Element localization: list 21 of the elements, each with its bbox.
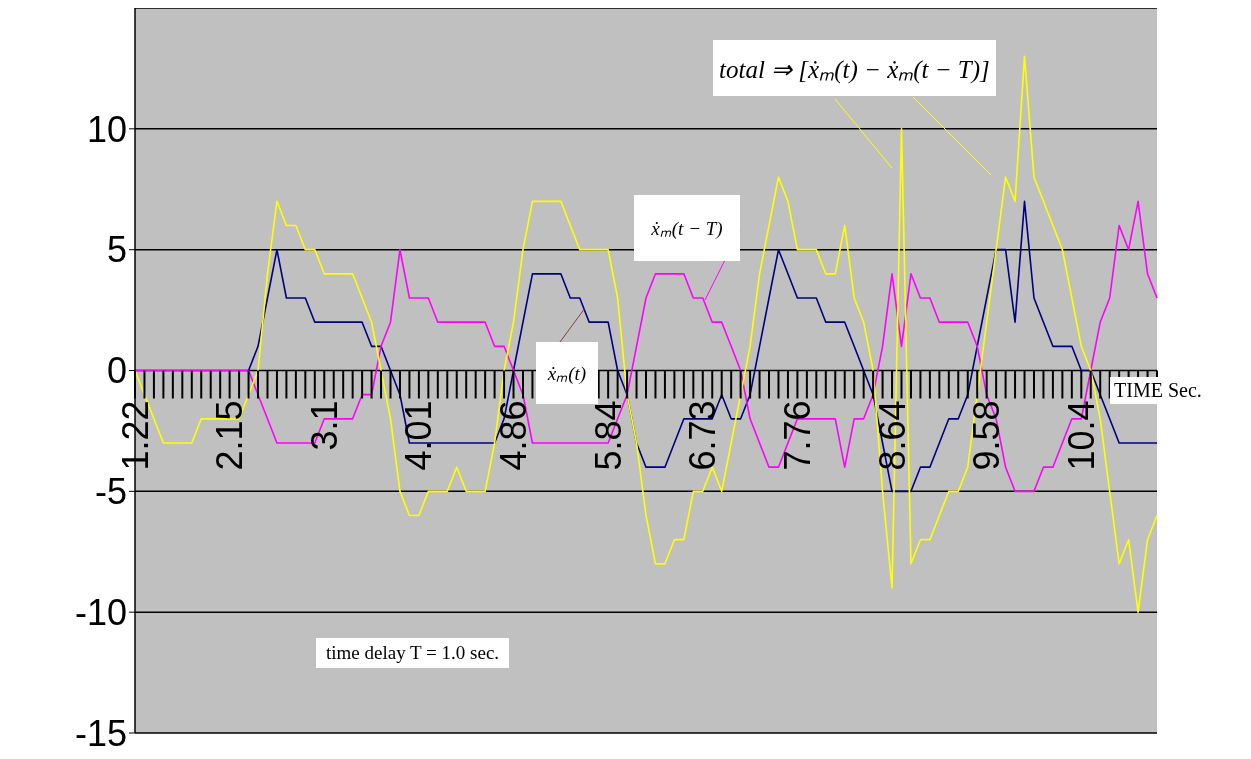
y-tick-label: -15 xyxy=(74,712,127,754)
x-tick-label: 8.64 xyxy=(871,400,913,471)
y-tick-label: 5 xyxy=(106,229,127,271)
y-tick-label: 10 xyxy=(86,108,127,150)
y-tick-label: -10 xyxy=(74,591,127,633)
x-tick-label: 4.86 xyxy=(493,400,535,471)
x-tick-label: 6.73 xyxy=(682,400,724,471)
annotation: time delay T = 1.0 sec. xyxy=(316,638,510,668)
x-tick-label: 4.01 xyxy=(398,400,440,471)
callout-box: ẋₘ(t) xyxy=(536,342,598,404)
callout-box: ẋₘ(t − T) xyxy=(634,195,740,261)
x-tick-label: 7.76 xyxy=(776,400,818,471)
y-tick-label: -5 xyxy=(94,471,127,513)
x-axis-title: TIME Sec. xyxy=(1110,376,1206,404)
x-tick-label: 10.4 xyxy=(1060,400,1102,471)
y-tick-label: 0 xyxy=(106,350,127,392)
x-tick-label: 1.22 xyxy=(114,400,156,471)
callout-box: total ⇒ [ẋₘ(t) − ẋₘ(t − T)] xyxy=(713,40,996,96)
x-tick-label: 3.1 xyxy=(303,400,345,451)
x-tick-label: 2.15 xyxy=(209,400,251,471)
x-tick-label: 9.58 xyxy=(966,400,1008,471)
